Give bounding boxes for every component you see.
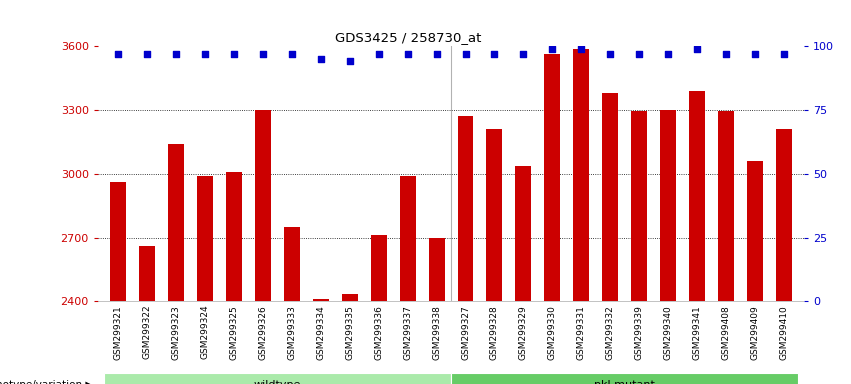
- Bar: [451, 373, 798, 384]
- Text: GSM299328: GSM299328: [490, 305, 499, 359]
- Point: [111, 51, 125, 57]
- Bar: [400, 176, 415, 301]
- Text: GSM299327: GSM299327: [461, 305, 470, 359]
- Bar: [110, 182, 126, 301]
- Text: GSM299409: GSM299409: [751, 305, 759, 359]
- Bar: [168, 144, 184, 301]
- Text: wildtype: wildtype: [254, 380, 301, 384]
- Bar: [342, 294, 357, 301]
- Bar: [631, 111, 647, 301]
- Bar: [776, 129, 792, 301]
- Text: GSM299335: GSM299335: [346, 305, 354, 360]
- Point: [603, 51, 617, 57]
- Point: [545, 46, 559, 52]
- Point: [343, 58, 357, 65]
- Text: GDS3425 / 258730_at: GDS3425 / 258730_at: [335, 31, 482, 44]
- Text: GSM299323: GSM299323: [172, 305, 180, 359]
- Bar: [255, 110, 271, 301]
- Text: GSM299331: GSM299331: [577, 305, 585, 360]
- Point: [285, 51, 299, 57]
- Point: [661, 51, 675, 57]
- Point: [227, 51, 241, 57]
- Text: GSM299334: GSM299334: [317, 305, 325, 359]
- Bar: [226, 172, 242, 301]
- Text: GSM299326: GSM299326: [259, 305, 267, 359]
- Bar: [603, 93, 618, 301]
- Point: [719, 51, 733, 57]
- Bar: [429, 238, 444, 301]
- Text: GSM299333: GSM299333: [288, 305, 296, 360]
- Bar: [104, 373, 451, 384]
- Text: GSM299321: GSM299321: [114, 305, 123, 359]
- Text: GSM299408: GSM299408: [722, 305, 730, 359]
- Bar: [197, 176, 213, 301]
- Point: [488, 51, 501, 57]
- Point: [459, 51, 472, 57]
- Text: GSM299337: GSM299337: [403, 305, 412, 360]
- Text: GSM299330: GSM299330: [548, 305, 557, 360]
- Bar: [458, 116, 473, 301]
- Text: GSM299410: GSM299410: [780, 305, 788, 359]
- Point: [430, 51, 443, 57]
- Text: GSM299332: GSM299332: [606, 305, 614, 359]
- Text: GSM299324: GSM299324: [201, 305, 209, 359]
- Text: pkl mutant: pkl mutant: [594, 380, 655, 384]
- Text: GSM299322: GSM299322: [143, 305, 151, 359]
- Bar: [371, 235, 386, 301]
- Point: [574, 46, 588, 52]
- Point: [777, 51, 791, 57]
- Bar: [516, 166, 531, 301]
- Point: [517, 51, 530, 57]
- Point: [632, 51, 646, 57]
- Point: [314, 56, 328, 62]
- Bar: [545, 53, 560, 301]
- Bar: [689, 91, 705, 301]
- Point: [401, 51, 414, 57]
- Text: GSM299338: GSM299338: [432, 305, 441, 360]
- Bar: [718, 111, 734, 301]
- Bar: [574, 49, 589, 301]
- Bar: [284, 227, 300, 301]
- Point: [372, 51, 386, 57]
- Point: [140, 51, 154, 57]
- Bar: [660, 110, 676, 301]
- Point: [748, 51, 762, 57]
- Bar: [487, 129, 502, 301]
- Text: GSM299339: GSM299339: [635, 305, 643, 360]
- Text: GSM299325: GSM299325: [230, 305, 238, 359]
- Text: genotype/variation ▶: genotype/variation ▶: [0, 380, 94, 384]
- Bar: [747, 161, 763, 301]
- Point: [198, 51, 212, 57]
- Bar: [313, 299, 328, 301]
- Point: [256, 51, 270, 57]
- Text: GSM299329: GSM299329: [519, 305, 528, 359]
- Text: GSM299336: GSM299336: [374, 305, 383, 360]
- Point: [169, 51, 183, 57]
- Point: [690, 46, 704, 52]
- Text: GSM299340: GSM299340: [664, 305, 672, 359]
- Bar: [139, 246, 155, 301]
- Text: GSM299341: GSM299341: [693, 305, 701, 359]
